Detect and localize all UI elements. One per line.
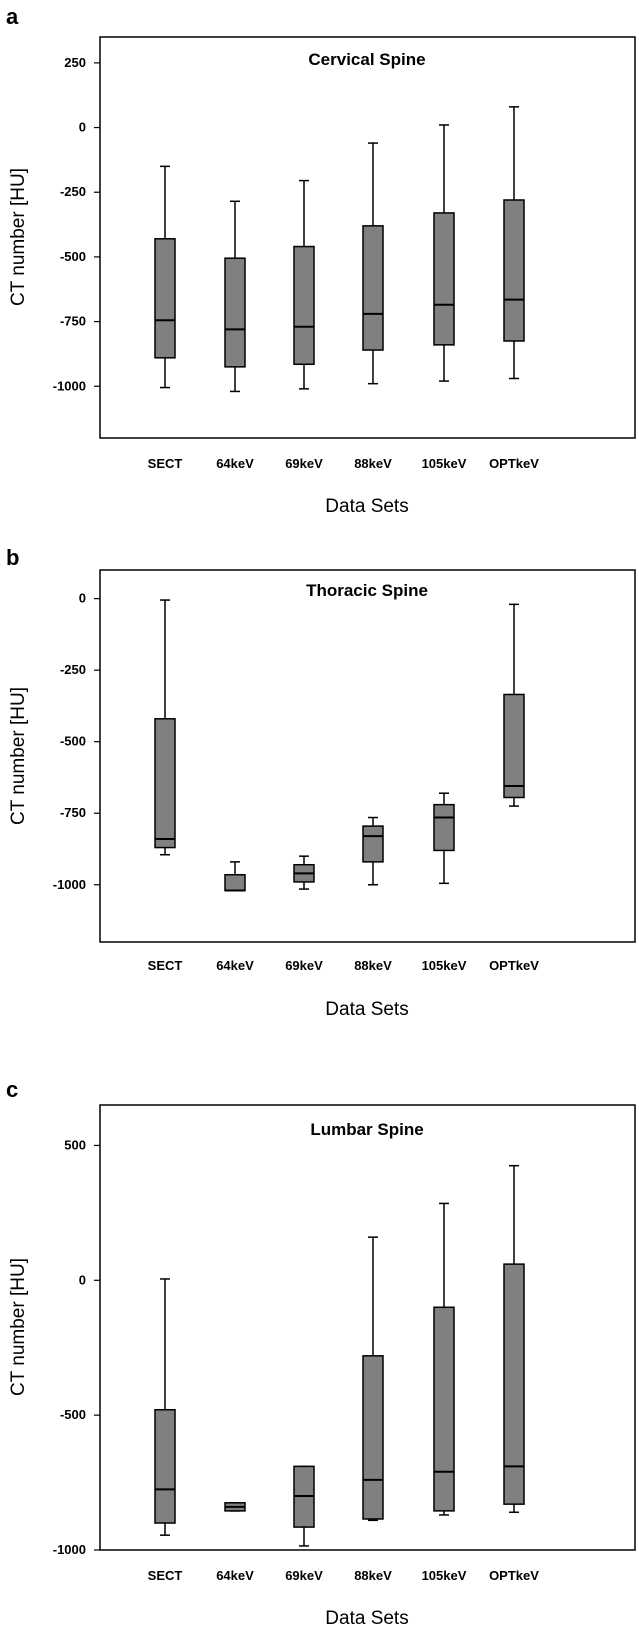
- plot-frame: [99, 1104, 636, 1551]
- y-ticks: 0 -250 -500 -750 -1000: [53, 591, 100, 892]
- iqr-box: [224, 257, 246, 368]
- box-69keV: [293, 855, 315, 890]
- x-categories: SECT 64keV 69keV 88keV 105keV OPTkeV: [148, 456, 540, 471]
- box-OPTkeV: [503, 1164, 525, 1513]
- boxes: [154, 599, 525, 892]
- y-tick-label: 250: [64, 55, 86, 70]
- iqr-box: [433, 803, 455, 852]
- x-category-label: SECT: [148, 456, 183, 471]
- x-category-label: SECT: [148, 1568, 183, 1583]
- x-category-label: 64keV: [216, 456, 254, 471]
- y-tick-label: 0: [79, 591, 86, 606]
- box-88keV: [362, 1236, 384, 1522]
- iqr-box: [154, 718, 176, 849]
- x-category-label: 88keV: [354, 958, 392, 973]
- box-SECT: [154, 1278, 176, 1536]
- iqr-box: [293, 245, 315, 366]
- box-64keV: [224, 200, 246, 393]
- chart-title: Thoracic Spine: [306, 581, 428, 600]
- box-105keV: [433, 792, 455, 885]
- iqr-box: [433, 1306, 455, 1512]
- x-category-label: 88keV: [354, 1568, 392, 1583]
- x-axis-label: Data Sets: [325, 1608, 408, 1629]
- chart-svg-b: b Thoracic Spine CT number [HU] Data Set…: [6, 545, 636, 1020]
- iqr-box: [362, 1355, 384, 1520]
- y-tick-label: -750: [60, 805, 86, 820]
- box-64keV: [224, 861, 246, 892]
- y-tick-label: 500: [64, 1137, 86, 1152]
- iqr-box: [503, 693, 525, 799]
- y-tick-label: -500: [60, 734, 86, 749]
- x-category-label: SECT: [148, 958, 183, 973]
- y-tick-label: -500: [60, 249, 86, 264]
- x-category-label: 105keV: [422, 958, 467, 973]
- box-88keV: [362, 816, 384, 886]
- y-tick-label: -1000: [53, 378, 86, 393]
- x-category-label: 69keV: [285, 958, 323, 973]
- iqr-box: [503, 199, 525, 342]
- box-64keV: [224, 1502, 246, 1512]
- box-88keV: [362, 142, 384, 385]
- x-axis-label: Data Sets: [325, 496, 408, 517]
- iqr-box: [224, 874, 246, 892]
- box-OPTkeV: [503, 603, 525, 807]
- x-category-label: OPTkeV: [489, 1568, 539, 1583]
- boxes: [154, 106, 525, 393]
- panel-label: a: [6, 4, 19, 29]
- chart-title: Cervical Spine: [308, 50, 425, 69]
- iqr-box: [503, 1263, 525, 1505]
- x-axis-label: Data Sets: [325, 999, 408, 1020]
- y-ticks: 500 0 -500 -1000: [53, 1137, 100, 1557]
- x-category-label: 64keV: [216, 958, 254, 973]
- box-69keV: [293, 179, 315, 390]
- plot-frame: [99, 36, 636, 439]
- panel-b: b Thoracic Spine CT number [HU] Data Set…: [0, 545, 639, 1075]
- y-tick-label: 0: [79, 120, 86, 135]
- box-SECT: [154, 599, 176, 856]
- y-axis-label: CT number [HU]: [8, 1258, 29, 1396]
- chart-svg-c: c Lumbar Spine CT number [HU] Data Sets …: [6, 1077, 636, 1629]
- boxes: [154, 1164, 525, 1547]
- box-OPTkeV: [503, 106, 525, 380]
- panel-a: a Cervical Spine CT number [HU] Data Set…: [0, 0, 639, 545]
- x-category-label: OPTkeV: [489, 958, 539, 973]
- y-tick-label: -250: [60, 662, 86, 677]
- y-tick-label: 0: [79, 1272, 86, 1287]
- x-category-label: 64keV: [216, 1568, 254, 1583]
- box-SECT: [154, 165, 176, 389]
- x-category-label: 69keV: [285, 456, 323, 471]
- x-categories: SECT 64keV 69keV 88keV 105keV OPTkeV: [148, 1568, 540, 1583]
- iqr-box: [362, 825, 384, 863]
- x-categories: SECT 64keV 69keV 88keV 105keV OPTkeV: [148, 958, 540, 973]
- chart-svg-a: a Cervical Spine CT number [HU] Data Set…: [6, 4, 636, 517]
- chart-title: Lumbar Spine: [310, 1120, 423, 1139]
- box-105keV: [433, 1202, 455, 1516]
- plot-frame: [99, 569, 636, 943]
- y-tick-label: -250: [60, 184, 86, 199]
- x-category-label: 69keV: [285, 1568, 323, 1583]
- panel-label: c: [6, 1077, 18, 1102]
- iqr-box: [154, 238, 176, 359]
- iqr-box: [433, 212, 455, 346]
- box-69keV: [293, 1465, 315, 1547]
- panel-label: b: [6, 545, 19, 570]
- box-105keV: [433, 124, 455, 382]
- y-tick-label: -1000: [53, 877, 86, 892]
- y-ticks: 250 0 -250 -500 -750 -1000: [53, 55, 100, 393]
- y-tick-label: -1000: [53, 1542, 86, 1557]
- x-category-label: OPTkeV: [489, 456, 539, 471]
- x-category-label: 105keV: [422, 456, 467, 471]
- panel-c: c Lumbar Spine CT number [HU] Data Sets …: [0, 1075, 639, 1631]
- y-axis-label: CT number [HU]: [8, 687, 29, 825]
- x-category-label: 105keV: [422, 1568, 467, 1583]
- y-tick-label: -500: [60, 1407, 86, 1422]
- y-tick-label: -750: [60, 314, 86, 329]
- x-category-label: 88keV: [354, 456, 392, 471]
- iqr-box: [154, 1409, 176, 1524]
- iqr-box: [362, 225, 384, 351]
- y-axis-label: CT number [HU]: [8, 168, 29, 306]
